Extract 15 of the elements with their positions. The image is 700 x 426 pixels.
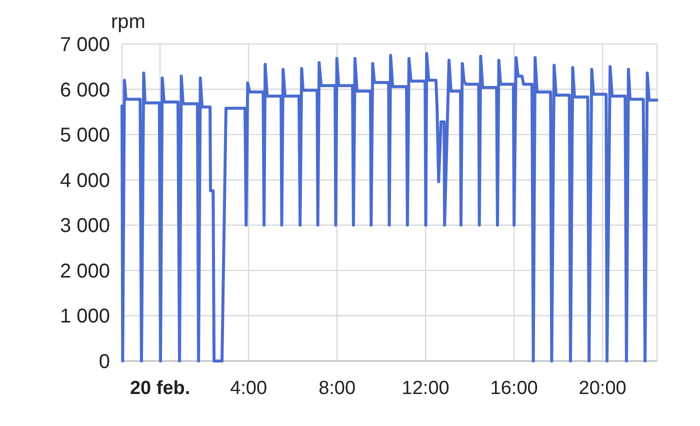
y-tick-label: 6 000 bbox=[60, 79, 110, 102]
x-tick-label: 12:00 bbox=[402, 378, 450, 399]
y-tick-label: 1 000 bbox=[60, 306, 110, 328]
y-tick-label: 3 000 bbox=[60, 215, 110, 238]
x-tick-label: 20 feb. bbox=[130, 378, 190, 399]
y-tick-label: 0 bbox=[98, 351, 110, 373]
y-tick-label: 7 000 bbox=[60, 34, 110, 56]
y-tick-label: 4 000 bbox=[60, 170, 110, 192]
x-tick-label: 20:00 bbox=[578, 378, 626, 399]
y-tick-label: 2 000 bbox=[60, 260, 110, 282]
x-tick-label: 4:00 bbox=[230, 378, 268, 399]
x-tick-label: 8:00 bbox=[318, 378, 356, 399]
y-tick-label: 5 000 bbox=[60, 124, 110, 147]
x-tick-label: 16:00 bbox=[490, 378, 538, 399]
y-axis-title: rpm bbox=[111, 11, 146, 33]
